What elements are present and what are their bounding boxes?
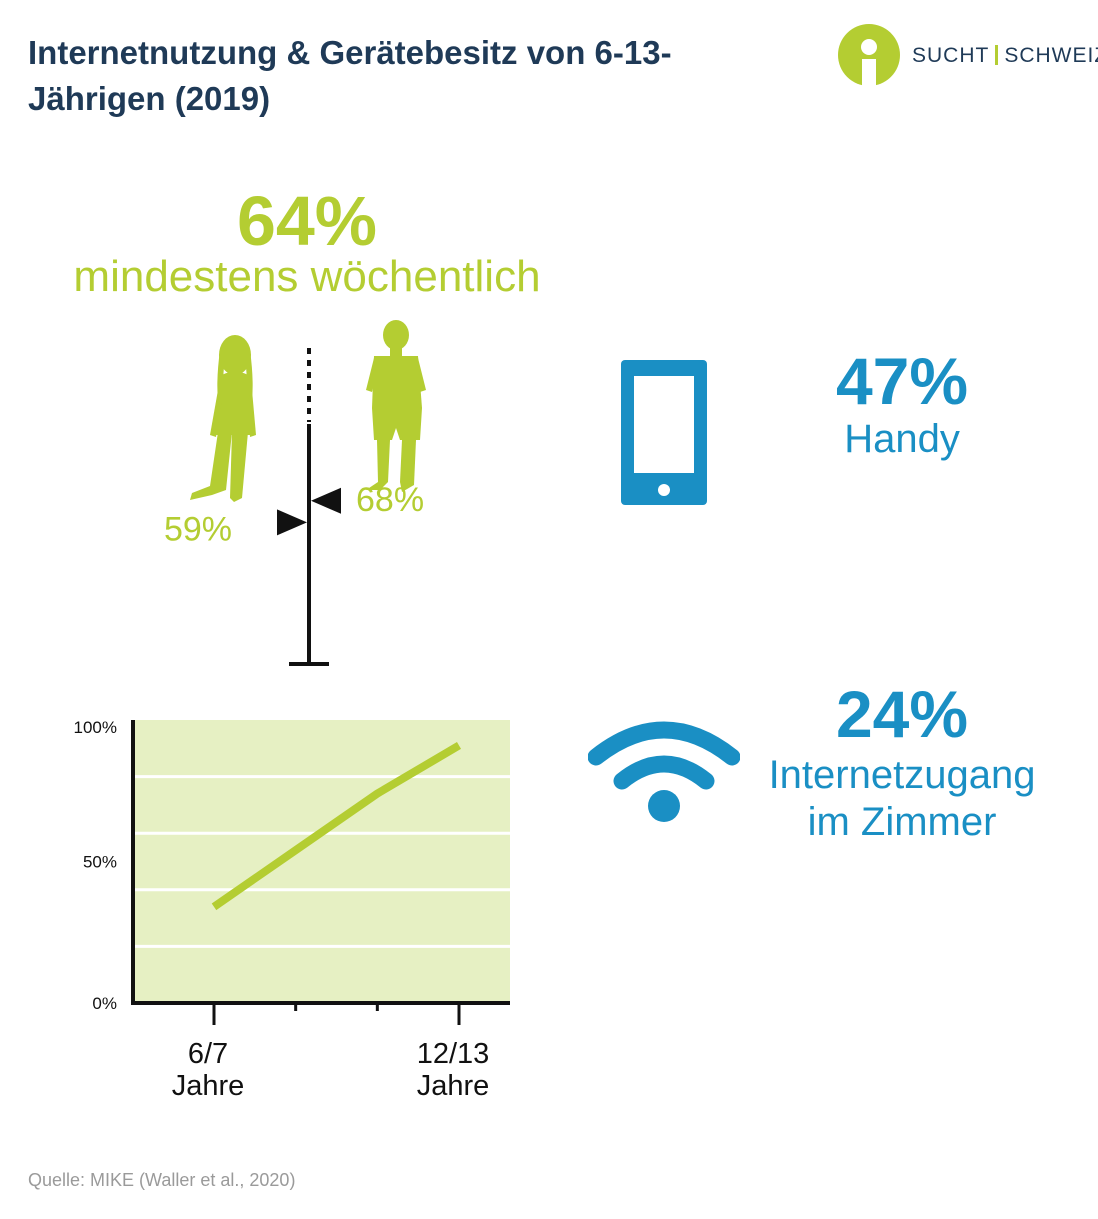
- x-tick-label: Jahre: [172, 1070, 245, 1102]
- girl-marker: [277, 509, 307, 536]
- weekly-label: mindestens wöchentlich: [73, 252, 541, 301]
- source-note: Quelle: MIKE (Waller et al., 2020): [28, 1170, 296, 1190]
- x-tick-label: Jahre: [417, 1070, 490, 1102]
- logo[interactable]: SUCHT SCHWEIZ: [838, 24, 1098, 86]
- series-line: [211, 742, 462, 911]
- girl-silhouette-icon: [190, 335, 256, 502]
- logo-text-right: SCHWEIZ: [1004, 44, 1098, 67]
- internet-room-line2: im Zimmer: [807, 800, 997, 844]
- plot-background: [133, 720, 510, 1003]
- info-person-icon: [838, 24, 900, 86]
- girl-value: 59%: [164, 510, 232, 548]
- phone-label: Handy: [844, 417, 960, 461]
- phone-value: 47%: [835, 344, 969, 418]
- internet-room-line1: Internetzugang: [768, 753, 1036, 797]
- gender-comparison: 59% 68%: [164, 320, 426, 666]
- gridlines: [133, 775, 510, 948]
- page-title: Internetnutzung & Gerätebesitz von 6-13-…: [28, 34, 672, 117]
- wifi-icon: [588, 721, 740, 822]
- y-tick-label: 0%: [92, 994, 117, 1013]
- boy-silhouette-icon: [366, 320, 426, 492]
- x-tick-label: 12/13: [417, 1038, 490, 1070]
- boy-marker: [311, 487, 341, 514]
- logo-text-left: SUCHT: [912, 44, 990, 67]
- internet-room-value: 24%: [835, 677, 969, 751]
- y-tick-label: 100%: [74, 718, 117, 737]
- y-tick-label: 50%: [83, 853, 117, 872]
- x-tick-label: 6/7: [188, 1038, 228, 1070]
- boy-value: 68%: [356, 481, 424, 519]
- logo-text: SUCHT SCHWEIZ: [912, 44, 1098, 68]
- smartphone-icon: [621, 360, 707, 505]
- y-axis-ticks: 100% 50% 0%: [74, 718, 117, 1013]
- weekly-value: 64%: [236, 182, 378, 260]
- logo-separator: [995, 45, 999, 65]
